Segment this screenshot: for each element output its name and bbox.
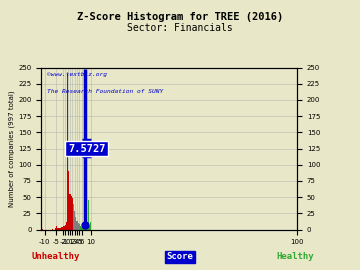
Bar [84,228,86,230]
Bar [78,224,80,229]
Bar [80,226,81,230]
Text: Z-Score Histogram for TREE (2016): Z-Score Histogram for TREE (2016) [77,12,283,22]
Bar [74,211,75,229]
Bar [63,226,64,230]
Bar [72,198,73,230]
Bar [56,226,57,230]
Bar [64,226,65,230]
Bar [66,222,67,230]
Bar [82,228,83,230]
Bar [58,228,59,230]
Bar [65,225,66,230]
Y-axis label: Number of companies (997 total): Number of companies (997 total) [9,90,15,207]
Bar [55,228,56,230]
Bar [62,227,63,229]
Bar [68,171,69,230]
Text: Sector: Financials: Sector: Financials [127,23,233,33]
Bar [73,204,74,230]
Bar [88,200,89,230]
Bar [57,228,58,230]
Bar [71,196,72,230]
Bar [59,228,60,230]
Bar [87,228,88,230]
Bar [67,74,68,230]
Bar [90,222,91,230]
Bar [77,223,78,230]
Bar [75,217,76,230]
Text: Unhealthy: Unhealthy [32,252,80,261]
Bar [76,221,77,230]
Text: Healthy: Healthy [276,252,314,261]
Bar [81,227,82,229]
Bar [86,228,87,230]
Bar [60,228,62,230]
Text: ©www.textbiz.org: ©www.textbiz.org [46,72,107,77]
Bar [83,228,84,230]
Text: Score: Score [167,252,193,261]
Text: 7.5727: 7.5727 [68,143,105,154]
Text: The Research Foundation of SUNY: The Research Foundation of SUNY [46,89,163,94]
Bar [69,194,71,230]
Bar [89,226,90,230]
